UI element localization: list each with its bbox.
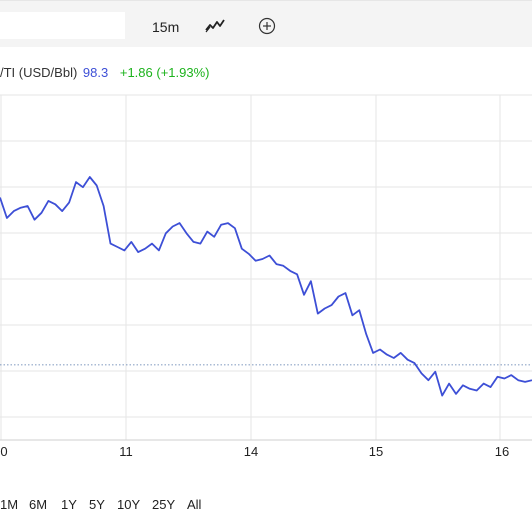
series-line [0,176,532,397]
chart-legend: /TI (USD/Bbl) 98.3 +1.86 (+1.93%) [0,65,209,80]
range-button-5y[interactable]: 5Y [89,497,105,512]
range-button-6m[interactable]: 6M [29,497,48,512]
legend-change: +1.86 (+1.93%) [119,65,210,80]
x-tick-label: 14 [243,444,259,459]
circle-plus-icon[interactable] [258,17,276,35]
range-button-all[interactable]: All [187,497,202,512]
x-tick-label: 15 [368,444,384,459]
legend-symbol: /TI (USD/Bbl) [0,65,78,80]
line-chart-icon[interactable] [205,18,225,34]
interval-selector[interactable]: 15m [152,19,180,35]
legend-price: 98.3 [82,65,109,80]
x-tick-label: 16 [494,444,510,459]
range-button-1y[interactable]: 1Y [61,497,77,512]
range-button-10y[interactable]: 10Y [117,497,141,512]
chart-grid [0,94,532,441]
range-button-25y[interactable]: 25Y [152,497,176,512]
symbol-search-input[interactable] [0,12,125,39]
chart-toolbar: 15m [0,0,532,47]
range-button-1m[interactable]: 1M [0,497,19,512]
x-tick-label: 0 [0,444,8,459]
x-tick-label: 11 [119,444,133,459]
